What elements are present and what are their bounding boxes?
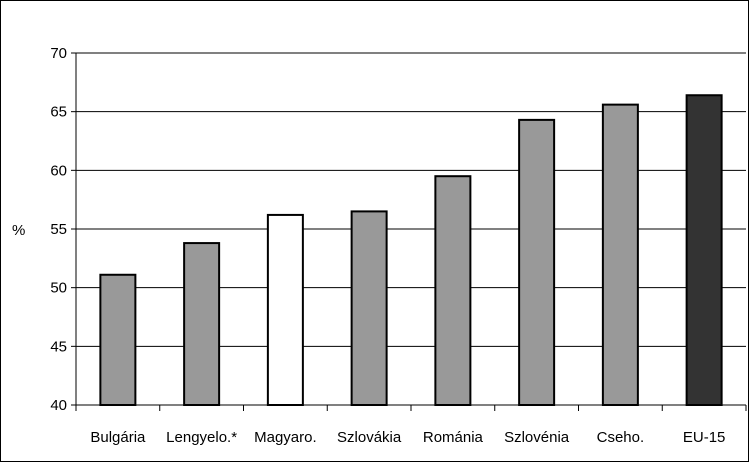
y-tick-label: 55 <box>50 221 67 238</box>
y-axis-label: % <box>12 222 25 239</box>
y-tick-label: 45 <box>50 338 67 355</box>
x-tick-labels: Bulgária Lengyelo.* Magyaro. Szlovákia Román… <box>75 405 747 446</box>
bar <box>350 210 388 406</box>
bar <box>266 213 304 406</box>
y-tick-label: 50 <box>50 280 67 297</box>
bar <box>99 273 137 407</box>
bar <box>434 175 472 406</box>
x-tick-label: Lengyelo.* <box>166 429 237 446</box>
bar <box>518 118 556 406</box>
y-tick-label: 65 <box>50 104 67 121</box>
x-tick-label: Szlovákia <box>337 429 402 446</box>
bar <box>601 103 639 406</box>
bar <box>183 242 221 406</box>
y-tick-labels: 40 45 50 55 60 65 70 <box>50 45 76 414</box>
x-tick-label: Cseho. <box>597 429 645 446</box>
x-tick-label: Szlovénia <box>504 429 570 446</box>
bar <box>685 94 723 407</box>
y-tick-label: 40 <box>50 397 67 414</box>
y-tick-label: 70 <box>50 45 67 62</box>
x-tick-label: Magyaro. <box>254 429 317 446</box>
bars <box>99 94 723 407</box>
x-tick-label: Románia <box>423 429 484 446</box>
x-tick-label: Bulgária <box>90 429 146 446</box>
y-tick-label: 60 <box>50 162 67 179</box>
x-tick-label: EU-15 <box>683 429 726 446</box>
gridlines <box>76 52 746 347</box>
